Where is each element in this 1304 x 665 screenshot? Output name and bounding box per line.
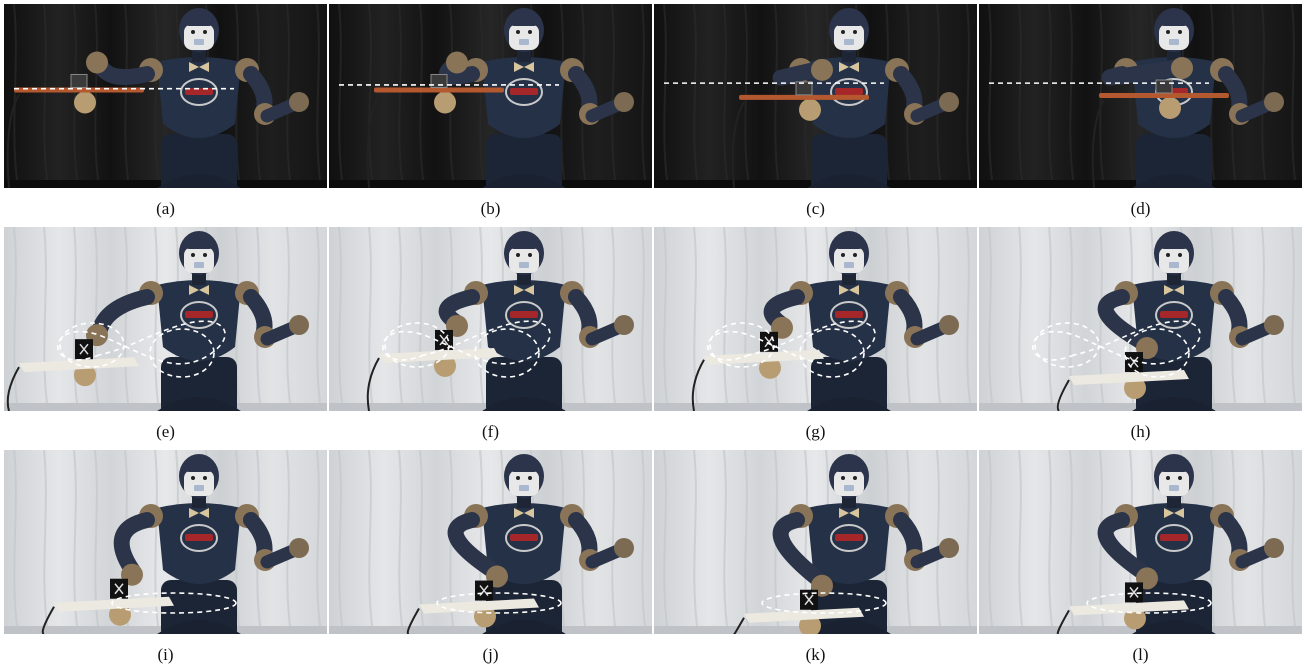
panel-c xyxy=(654,4,977,188)
caption-g: (g) xyxy=(654,422,977,442)
photo-b xyxy=(329,4,652,188)
panel-l xyxy=(979,450,1302,634)
caption-h: (h) xyxy=(979,422,1302,442)
caption-c: (c) xyxy=(654,199,977,219)
caption-i: (i) xyxy=(4,645,327,665)
panel-e xyxy=(4,227,327,411)
photo-f xyxy=(329,227,652,411)
photo-a xyxy=(4,4,327,188)
photo-j xyxy=(329,450,652,634)
caption-a: (a) xyxy=(4,199,327,219)
caption-e: (e) xyxy=(4,422,327,442)
panel-a xyxy=(4,4,327,188)
panel-f xyxy=(329,227,652,411)
photo-g xyxy=(654,227,977,411)
photo-i xyxy=(4,450,327,634)
caption-b: (b) xyxy=(329,199,652,219)
panel-i xyxy=(4,450,327,634)
panel-b xyxy=(329,4,652,188)
caption-l: (l) xyxy=(979,645,1302,665)
photo-d xyxy=(979,4,1302,188)
caption-d: (d) xyxy=(979,199,1302,219)
panel-g xyxy=(654,227,977,411)
caption-j: (j) xyxy=(329,645,652,665)
panel-d xyxy=(979,4,1302,188)
photo-h xyxy=(979,227,1302,411)
panel-j xyxy=(329,450,652,634)
panel-k xyxy=(654,450,977,634)
photo-c xyxy=(654,4,977,188)
photo-l xyxy=(979,450,1302,634)
photo-e xyxy=(4,227,327,411)
panel-h xyxy=(979,227,1302,411)
caption-k: (k) xyxy=(654,645,977,665)
caption-f: (f) xyxy=(329,422,652,442)
photo-k xyxy=(654,450,977,634)
